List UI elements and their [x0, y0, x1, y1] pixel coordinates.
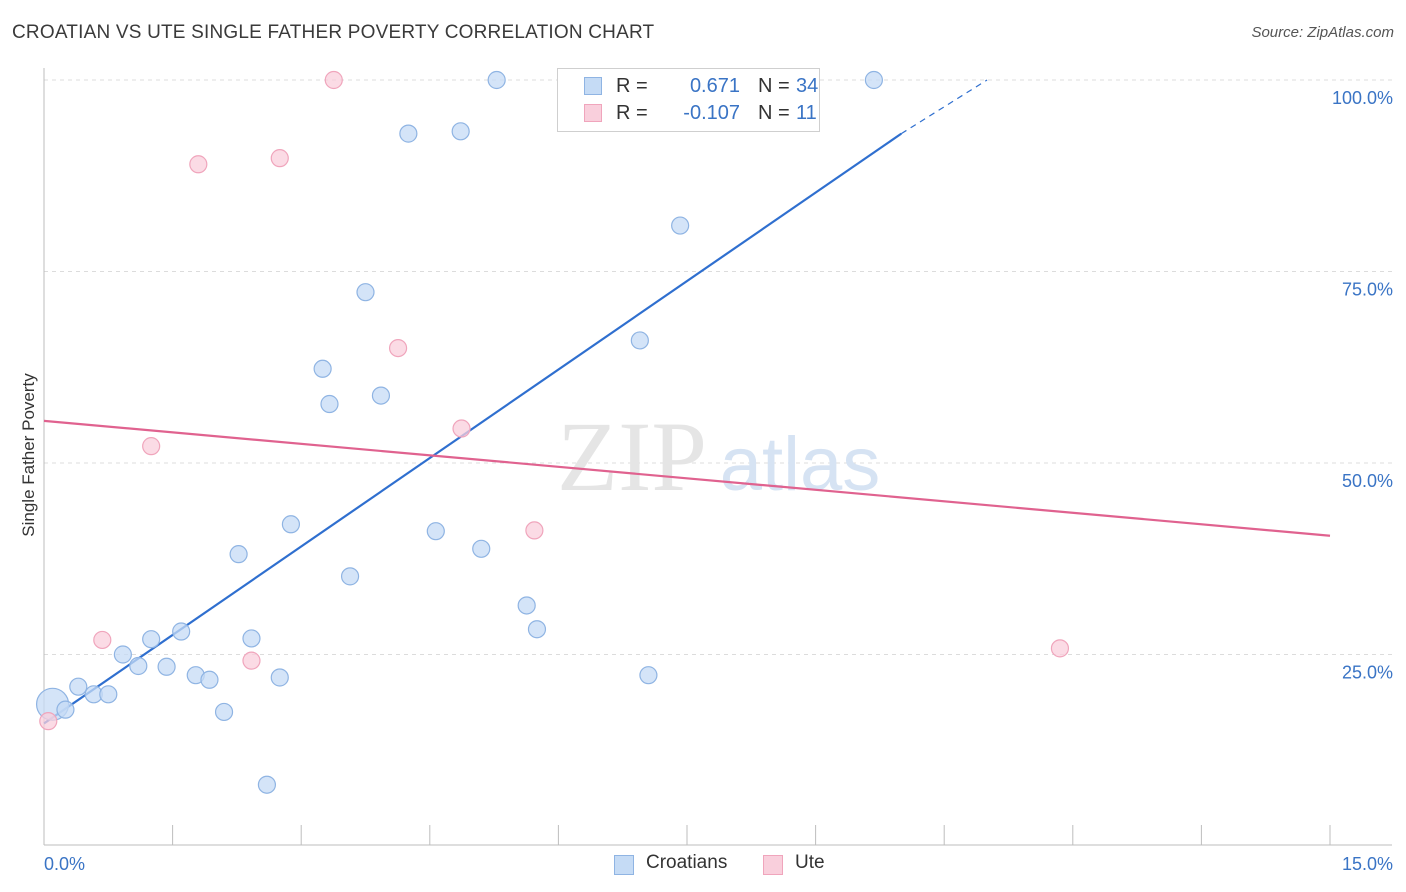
stats-legend: R = 0.671 N = 34 R = -0.107 N = 11 — [557, 68, 820, 132]
ute-point — [324, 70, 343, 90]
gridlines — [44, 79, 1392, 655]
croatians-point — [399, 124, 418, 143]
ute-point — [388, 339, 408, 358]
data-points — [35, 70, 1070, 794]
ute-point — [93, 630, 112, 650]
ute-point — [525, 521, 544, 540]
croatians-point — [69, 677, 88, 696]
croatians-point — [320, 394, 339, 414]
croatians-point — [313, 359, 332, 378]
tick-labels: 25.0% 50.0% 75.0% 100.0% 0.0% 15.0% — [44, 88, 1393, 874]
croatians-point — [630, 331, 649, 350]
y-tick-label: 50.0% — [1342, 471, 1393, 491]
croatians-point — [270, 668, 289, 687]
croatians-point — [200, 670, 219, 689]
croatians-swatch — [584, 77, 602, 95]
croatians-point — [517, 596, 536, 615]
croatians-point — [487, 70, 506, 90]
croatians-point — [214, 702, 234, 722]
chart-title: CROATIAN VS UTE SINGLE FATHER POVERTY CO… — [12, 22, 655, 43]
croatians-point — [113, 645, 132, 664]
ute-point — [242, 651, 261, 670]
croatians-point — [426, 522, 445, 541]
x-tick-label: 0.0% — [44, 854, 85, 874]
croatians-legend-label: Croatians — [646, 852, 728, 873]
n-label: N = — [758, 102, 790, 124]
croatians-point — [142, 630, 161, 649]
n-value: 11 — [796, 102, 817, 124]
croatians-point — [172, 622, 191, 641]
croatians-point — [356, 283, 375, 302]
croatians-point — [639, 666, 658, 685]
croatians-point — [671, 216, 690, 235]
croatians-point — [472, 539, 491, 558]
r-label: R = — [616, 75, 648, 97]
y-axis-label: Single Father Poverty — [19, 373, 38, 537]
trendline-ute — [43, 419, 1331, 537]
ute-point — [189, 155, 208, 174]
n-label: N = — [758, 75, 790, 97]
watermark: ZIP atlas — [557, 401, 880, 512]
ute-point — [270, 149, 289, 168]
croatians-point — [56, 700, 75, 719]
croatians-point — [451, 122, 470, 141]
ute-point — [39, 712, 58, 731]
axes — [43, 68, 1392, 846]
r-value: -0.107 — [683, 102, 740, 124]
croatians-point — [99, 685, 118, 704]
croatians-point — [257, 775, 277, 794]
source-label: Source: ZipAtlas.com — [1251, 24, 1394, 41]
ute-legend-swatch — [763, 855, 783, 875]
ute-point — [142, 437, 161, 456]
croatians-point — [371, 386, 391, 405]
croatians-point — [864, 70, 883, 90]
croatians-point — [527, 620, 547, 639]
y-tick-label: 25.0% — [1342, 663, 1393, 683]
y-tick-label: 75.0% — [1342, 280, 1393, 300]
n-value: 34 — [796, 75, 819, 97]
ute-point — [1050, 639, 1070, 658]
watermark-zip: ZIP — [557, 401, 707, 512]
trendline-extension — [901, 79, 988, 135]
x-tick-label: 15.0% — [1342, 854, 1393, 874]
croatians-point — [157, 657, 176, 676]
r-label: R = — [616, 102, 648, 124]
r-value: 0.671 — [689, 75, 740, 97]
croatians-legend-swatch — [614, 855, 634, 875]
croatians-point — [229, 545, 248, 564]
ute-swatch — [584, 104, 602, 122]
ute-point — [452, 419, 471, 438]
croatians-point — [129, 656, 148, 676]
y-tick-label: 100.0% — [1332, 88, 1393, 108]
croatians-point — [242, 629, 261, 648]
ute-legend-label: Ute — [795, 852, 825, 873]
croatians-point — [340, 567, 360, 586]
croatians-point — [281, 515, 301, 534]
